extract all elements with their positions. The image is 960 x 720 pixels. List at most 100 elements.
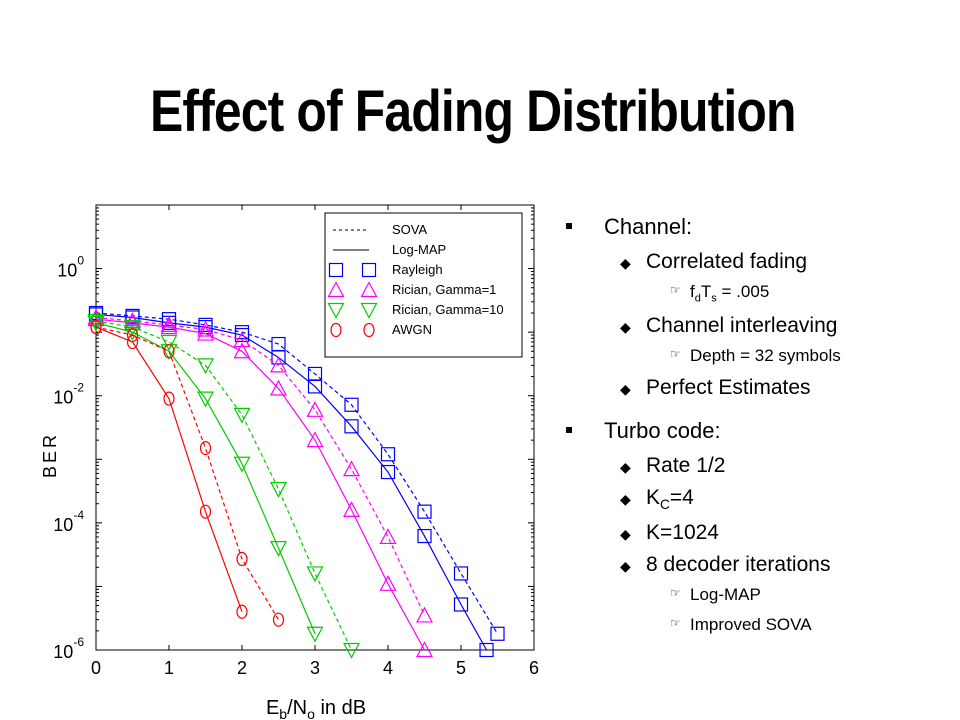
data-point bbox=[342, 460, 361, 477]
data-point bbox=[417, 528, 432, 544]
bullet-rate: ◆ Rate 1/2 bbox=[620, 454, 726, 478]
data-point bbox=[269, 481, 288, 498]
legend-label: AWGN bbox=[392, 322, 432, 337]
x-tick-label: 2 bbox=[237, 658, 247, 678]
diamond-bullet-icon: ◆ bbox=[620, 255, 631, 271]
data-point bbox=[196, 324, 215, 341]
data-point bbox=[415, 606, 434, 623]
diamond-bullet-icon: ◆ bbox=[620, 525, 631, 542]
data-point bbox=[380, 447, 396, 462]
series-rician-gamma-1-sova bbox=[87, 308, 434, 623]
bullet-channel-label: Channel: bbox=[604, 214, 693, 239]
data-point bbox=[453, 566, 469, 581]
data-point bbox=[233, 331, 251, 348]
data-point bbox=[379, 575, 397, 591]
data-point bbox=[490, 626, 505, 641]
data-point bbox=[160, 334, 178, 351]
bullet-kc: ◆ KC=4 bbox=[620, 486, 694, 513]
legend-marker bbox=[327, 302, 345, 319]
legend-entry: AWGN bbox=[330, 322, 432, 338]
series-line bbox=[95, 313, 488, 651]
data-point bbox=[479, 642, 494, 658]
data-point bbox=[90, 320, 102, 335]
legend-marker bbox=[327, 281, 345, 298]
bullet-turbo: Turbo code: bbox=[566, 418, 946, 444]
axis-ticks: 0 1 2 3 4 5 6 100 10-2 10-4 10-6 bbox=[53, 205, 539, 678]
bullet-list: Channel: ◆ Correlated fading ☞ fdTs = .0… bbox=[566, 214, 946, 645]
series-rayleigh-log-map bbox=[88, 307, 494, 658]
data-point bbox=[306, 431, 324, 448]
ber-chart: 0 1 2 3 4 5 6 100 10-2 10-4 10-6 SOVA Log-MAP Raylei… bbox=[40, 204, 539, 720]
data-point bbox=[126, 334, 139, 350]
legend-label: Rayleigh bbox=[392, 262, 443, 277]
series-line bbox=[95, 312, 499, 635]
pointing-hand-icon: ☞ bbox=[670, 347, 681, 362]
data-point bbox=[233, 407, 251, 424]
legend-entry: Rayleigh bbox=[328, 262, 443, 278]
x-tick-label: 3 bbox=[310, 658, 320, 678]
legend-marker bbox=[328, 262, 344, 278]
series-layer bbox=[87, 305, 505, 659]
data-point bbox=[87, 313, 105, 330]
data-point bbox=[160, 318, 178, 335]
diamond-bullet-icon: ◆ bbox=[620, 319, 631, 336]
data-point bbox=[196, 358, 215, 375]
data-point bbox=[163, 344, 175, 359]
legend-entry: Rician, Gamma=1 bbox=[327, 281, 496, 298]
x-tick-label: 1 bbox=[164, 658, 174, 678]
legend-marker bbox=[360, 302, 378, 319]
bullet-turbo-label: Turbo code: bbox=[604, 418, 721, 444]
data-point bbox=[233, 342, 251, 359]
series-rician-gamma-10-sova bbox=[87, 313, 361, 659]
x-axis-label-sub2: o bbox=[307, 706, 315, 720]
square-bullet-icon bbox=[566, 223, 572, 229]
series-rayleigh-sova bbox=[88, 305, 505, 641]
data-point bbox=[307, 379, 323, 394]
x-tick-label: 5 bbox=[456, 658, 466, 678]
data-point bbox=[272, 612, 285, 627]
legend-marker bbox=[360, 281, 378, 298]
data-point bbox=[344, 397, 359, 412]
pointing-hand-icon: ☞ bbox=[670, 585, 681, 600]
y-axis-label: BER bbox=[40, 432, 60, 478]
diamond-bullet-icon: ◆ bbox=[620, 557, 631, 574]
data-point bbox=[123, 325, 142, 341]
data-point bbox=[123, 320, 142, 336]
data-point bbox=[271, 350, 286, 365]
data-point bbox=[269, 356, 288, 373]
data-point bbox=[379, 528, 397, 545]
series-rician-gamma-1-log-map bbox=[87, 310, 434, 658]
bullet-channel: Channel: bbox=[566, 214, 946, 240]
series-line bbox=[95, 326, 280, 620]
data-point bbox=[306, 401, 324, 417]
y-tick-label: 100 bbox=[57, 254, 84, 281]
x-axis-label-main: E bbox=[266, 697, 279, 719]
data-point bbox=[196, 391, 215, 408]
legend-label: Log-MAP bbox=[392, 242, 446, 257]
series-line bbox=[95, 326, 243, 612]
square-bullet-icon bbox=[566, 427, 572, 434]
x-axis-label-post: in dB bbox=[315, 697, 366, 719]
data-point bbox=[199, 504, 212, 519]
axis-labels: BER Eb/No in dB bbox=[40, 432, 366, 720]
legend-marker bbox=[330, 322, 342, 338]
pointing-hand-icon: ☞ bbox=[670, 283, 681, 297]
data-point bbox=[236, 551, 248, 567]
bullet-perfect-estimates: ◆ Perfect Estimates bbox=[620, 376, 811, 400]
data-point bbox=[306, 566, 324, 583]
bullet-depth: ☞ Depth = 32 symbols bbox=[670, 346, 841, 366]
data-point bbox=[160, 316, 178, 332]
x-tick-label: 6 bbox=[529, 658, 539, 678]
legend-marker bbox=[361, 262, 377, 278]
diamond-bullet-icon: ◆ bbox=[620, 381, 631, 398]
bullet-correlated-fading: ◆ Correlated fading bbox=[620, 250, 808, 273]
y-tick-label: 10-2 bbox=[53, 381, 84, 408]
diamond-bullet-icon: ◆ bbox=[620, 459, 631, 476]
series-line bbox=[95, 316, 426, 616]
legend-label: Rician, Gamma=1 bbox=[392, 282, 496, 297]
data-point bbox=[87, 310, 105, 327]
series-line bbox=[95, 318, 426, 651]
data-point bbox=[344, 419, 359, 434]
data-point bbox=[415, 641, 434, 658]
slide-title: Effect of Fading Distribution bbox=[150, 79, 796, 144]
